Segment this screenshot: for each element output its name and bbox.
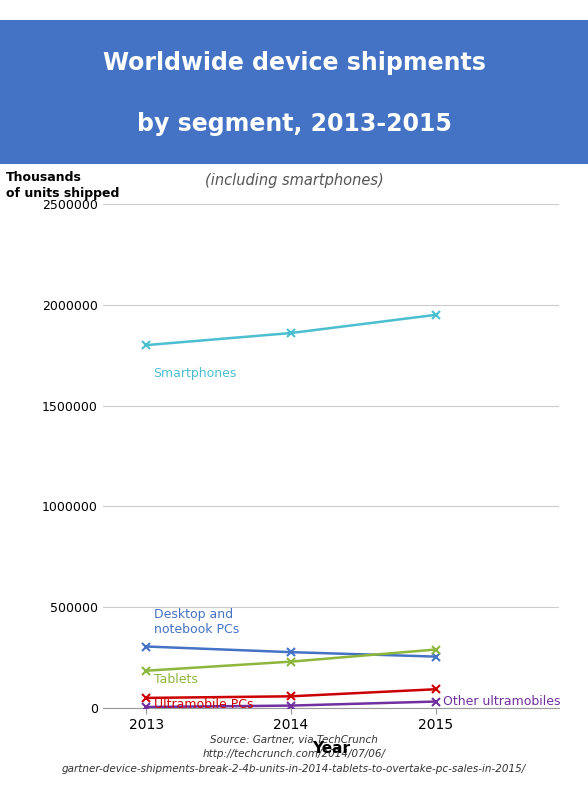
- Text: Smartphones: Smartphones: [153, 367, 237, 380]
- Text: Other ultramobiles: Other ultramobiles: [443, 695, 560, 708]
- Text: Worldwide device shipments: Worldwide device shipments: [102, 51, 486, 75]
- Text: Ultramobile PCs: Ultramobile PCs: [153, 698, 253, 711]
- Text: Tablets: Tablets: [153, 673, 198, 686]
- Text: (including smartphones): (including smartphones): [205, 174, 383, 188]
- Text: Desktop and
notebook PCs: Desktop and notebook PCs: [153, 609, 239, 637]
- Text: by segment, 2013-2015: by segment, 2013-2015: [136, 112, 452, 136]
- X-axis label: Year: Year: [312, 741, 350, 756]
- Text: Source: Gartner, via TechCrunch
http://techcrunch.com/2014/07/06/
gartner-device: Source: Gartner, via TechCrunch http://t…: [62, 734, 526, 774]
- FancyBboxPatch shape: [0, 20, 588, 164]
- Text: Thousands
of units shipped: Thousands of units shipped: [6, 171, 119, 200]
